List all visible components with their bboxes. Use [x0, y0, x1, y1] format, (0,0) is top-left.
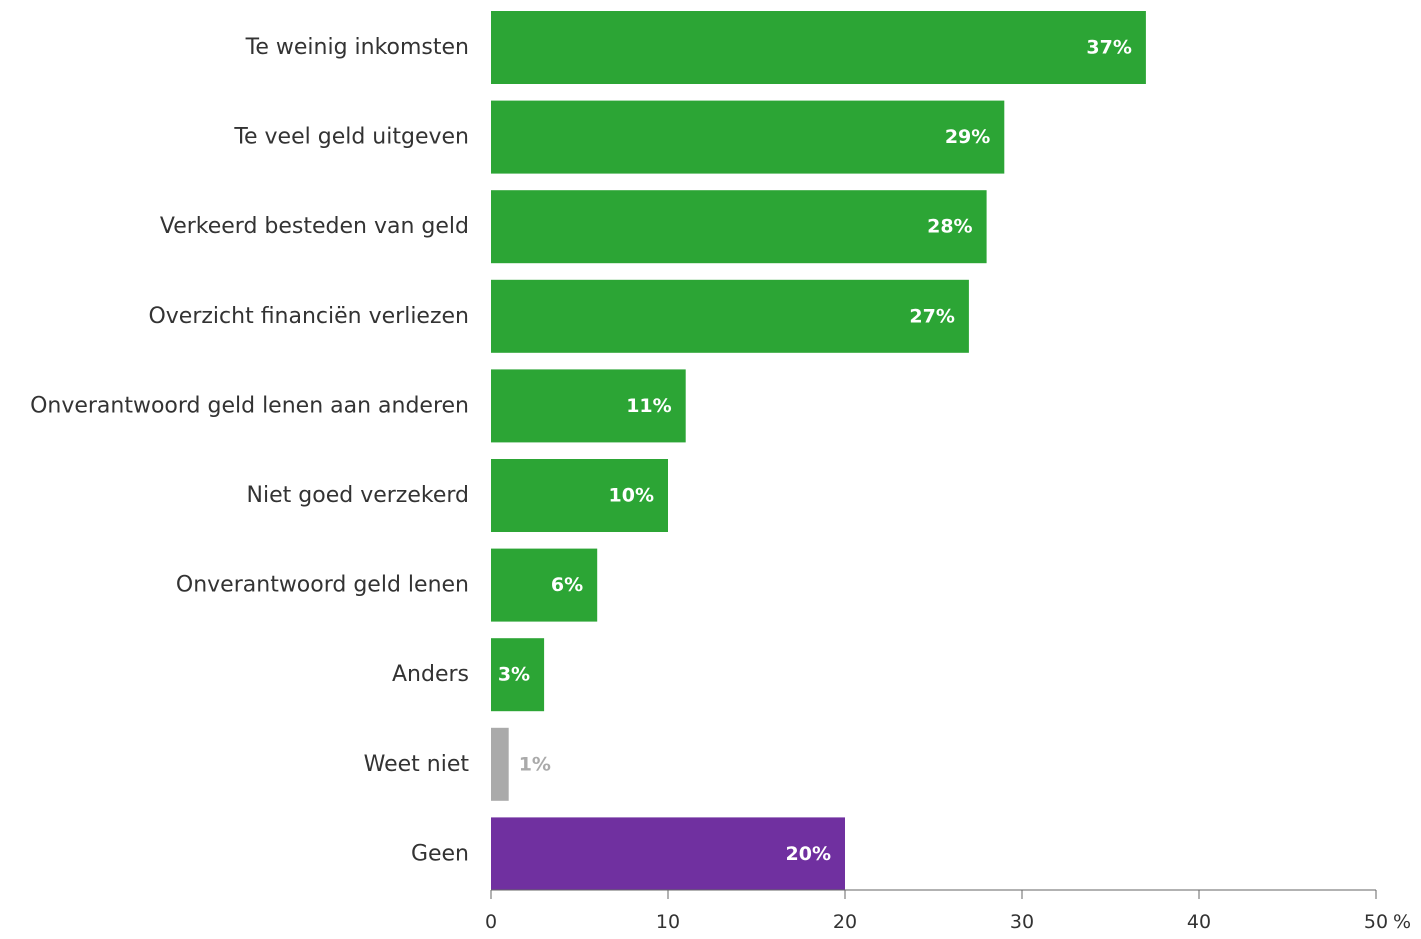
bar [491, 100, 1005, 174]
x-tick-label: 10 [656, 911, 680, 933]
bar [491, 817, 845, 891]
data-label: 29% [945, 126, 990, 148]
bar [491, 548, 598, 622]
category-label: Te weinig inkomsten [245, 35, 469, 60]
category-label: Verkeerd besteden van geld [160, 214, 469, 239]
data-label: 6% [551, 574, 583, 596]
category-label: Onverantwoord geld lenen aan anderen [30, 393, 469, 418]
data-label: 3% [498, 664, 530, 686]
data-label: 10% [609, 485, 654, 507]
category-label: Te veel geld uitgeven [233, 125, 469, 150]
category-label: Niet goed verzekerd [247, 483, 469, 508]
x-axis-unit-label: % [1393, 911, 1411, 933]
x-tick-label: 40 [1187, 911, 1211, 933]
data-label: 28% [927, 216, 972, 238]
category-label: Overzicht financiën verliezen [148, 304, 469, 329]
x-tick-label: 20 [833, 911, 857, 933]
data-label: 20% [786, 843, 831, 865]
data-label: 27% [909, 305, 954, 327]
category-label: Anders [392, 662, 469, 687]
category-label: Weet niet [364, 752, 470, 777]
bar [491, 638, 545, 712]
bar [491, 11, 1146, 84]
category-label: Geen [411, 841, 469, 866]
data-label: 1% [519, 753, 551, 775]
x-tick-label: 50 [1364, 911, 1388, 933]
bar [491, 279, 969, 353]
data-label: 11% [626, 395, 671, 417]
bar [491, 727, 509, 801]
x-axis: 0 10 20 30 40 50% [485, 889, 1411, 933]
bars-group: Te weinig inkomsten 37% Te veel geld uitge… [30, 11, 1146, 891]
bar [491, 369, 686, 443]
bar [491, 459, 668, 532]
x-tick-label: 30 [1010, 911, 1034, 933]
bar [491, 190, 987, 264]
x-tick-label: 0 [485, 911, 497, 933]
category-label: Onverantwoord geld lenen [176, 573, 469, 598]
data-label: 37% [1086, 37, 1131, 59]
